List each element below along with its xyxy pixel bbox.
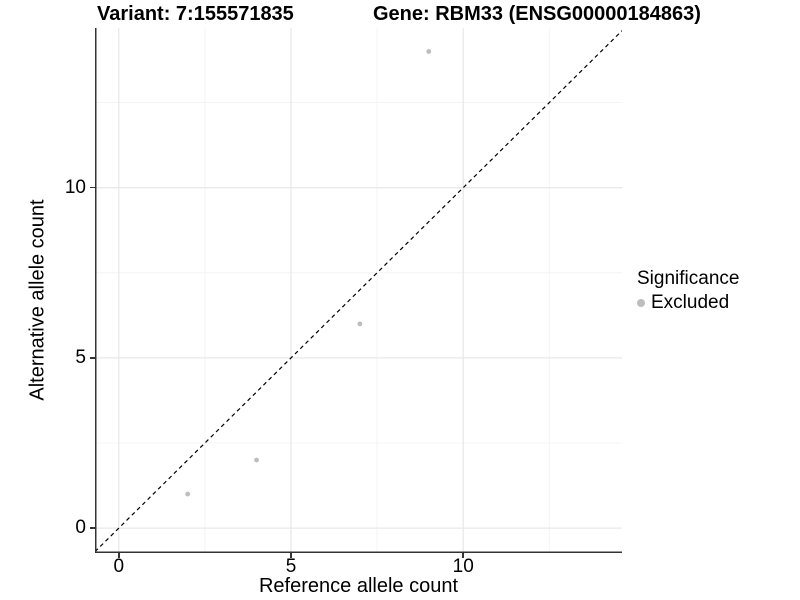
plot-area-svg [94, 28, 623, 553]
legend-item-excluded: Excluded [637, 292, 739, 314]
x-axis-tick [118, 553, 120, 558]
y-tick-label: 5 [75, 346, 86, 368]
x-tick-label: 10 [452, 556, 474, 577]
x-tick-label: 5 [285, 556, 297, 577]
legend-title: Significance [637, 268, 740, 289]
y-axis-label: Alternative allele count [26, 199, 49, 401]
data-point [185, 491, 191, 497]
identity-line [94, 30, 623, 553]
y-tick-label: 0 [75, 517, 86, 539]
legend-point-icon [637, 299, 645, 307]
data-point [357, 321, 363, 327]
x-axis-tick [462, 553, 464, 558]
x-axis-label: Reference allele count [258, 575, 458, 597]
y-axis-tick [90, 527, 95, 529]
x-tick-label: 0 [113, 556, 125, 577]
y-axis-tick [90, 357, 95, 359]
plot-panel [94, 28, 623, 553]
data-point [254, 457, 259, 463]
legend-item-label: Excluded [651, 292, 730, 313]
data-point [426, 49, 432, 54]
x-axis-tick [290, 553, 292, 558]
legend: Significance Excluded [637, 268, 739, 314]
y-tick-label: 10 [64, 176, 86, 198]
variant-title: Variant: 7:155571835 [97, 3, 294, 25]
gene-title: Gene: RBM33 (ENSG00000184863) [373, 3, 701, 25]
y-axis-tick [90, 186, 95, 189]
